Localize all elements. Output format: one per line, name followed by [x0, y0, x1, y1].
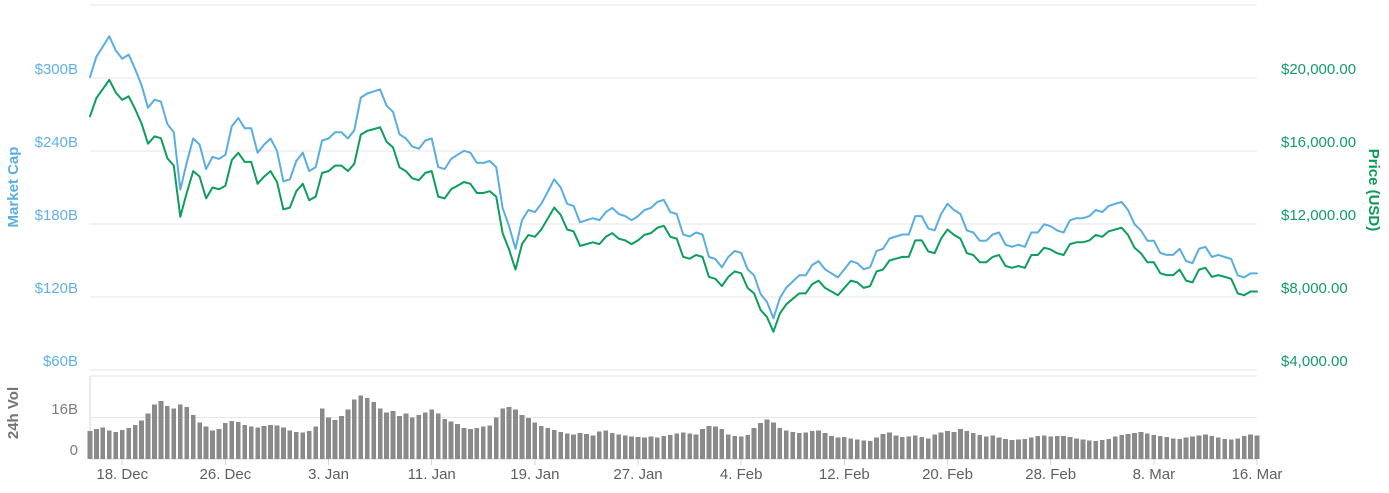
- x-axis-tick-label: 27. Jan: [613, 466, 663, 483]
- market-cap-tick-label: $60B: [42, 353, 78, 370]
- plot-area[interactable]: [90, 5, 1257, 459]
- market-cap-tick-label: $240B: [34, 134, 78, 151]
- price-tick-label: $20,000.00: [1281, 61, 1357, 78]
- market-cap-line[interactable]: [89, 35, 1258, 320]
- price-line[interactable]: [89, 78, 1258, 333]
- volume-axis-title: 24h Vol: [5, 386, 22, 440]
- x-axis-tick-label: 8. Mar: [1132, 466, 1176, 483]
- x-axis-tick-label: 28. Feb: [1025, 466, 1077, 483]
- price-axis-title: Price (USD): [1365, 148, 1382, 232]
- x-axis-tick-label: 20. Feb: [922, 466, 973, 483]
- x-axis-tick-label: 18. Dec: [96, 466, 149, 483]
- volume-tick-label: 0: [69, 442, 78, 459]
- gridlines: [90, 4, 1257, 418]
- x-axis-tick-label: 4. Feb: [719, 466, 763, 483]
- x-axis-tick-label: 11. Jan: [407, 466, 456, 483]
- market-cap-axis-title: Market Cap: [5, 146, 22, 228]
- x-axis-tick-label: 12. Feb: [818, 466, 870, 483]
- price-tick-label: $4,000.00: [1281, 353, 1348, 370]
- x-axis-tick-label: 19. Jan: [510, 466, 560, 483]
- market-cap-tick-label: $300B: [34, 61, 78, 78]
- market-cap-tick-label: $180B: [34, 207, 78, 224]
- x-axis-tick-label: 26. Dec: [199, 466, 252, 483]
- x-axis-tick-label: 3. Jan: [308, 466, 349, 483]
- market-cap-tick-label: $120B: [34, 280, 78, 297]
- volume-tick-label: 16B: [51, 400, 78, 418]
- x-axis-tick-label: 16. Mar: [1231, 466, 1283, 483]
- price-tick-label: $12,000.00: [1281, 207, 1357, 224]
- volume-bars[interactable]: [87, 395, 1260, 460]
- price-tick-label: $16,000.00: [1281, 134, 1357, 151]
- price-tick-label: $8,000.00: [1281, 280, 1348, 297]
